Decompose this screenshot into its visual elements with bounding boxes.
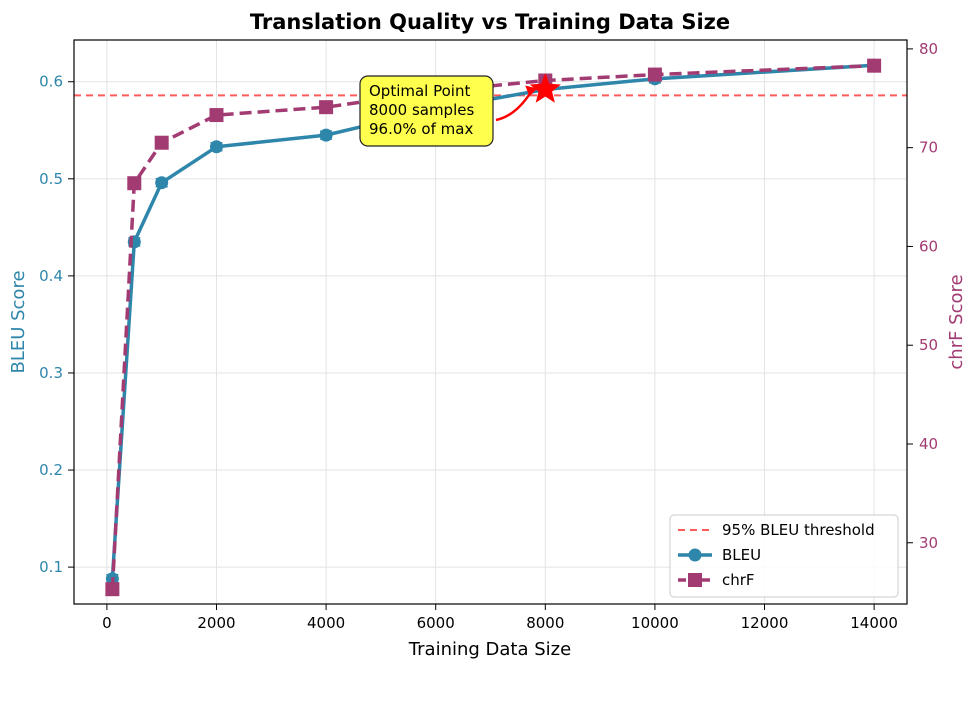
y-left-tick-label: 0.6 <box>39 73 63 91</box>
y-left-tick-label: 0.4 <box>39 267 63 285</box>
x-tick-label: 2000 <box>197 614 235 632</box>
y-right-tick-label: 80 <box>919 40 938 58</box>
plot-frame <box>73 39 908 605</box>
y-right-tick-label: 30 <box>919 534 938 552</box>
y-right-tick-label: 50 <box>919 336 938 354</box>
series-line-chrf <box>110 63 875 590</box>
y-right-axis-label: chrF Score <box>946 274 966 369</box>
legend-label: BLEU <box>722 546 761 564</box>
x-tick-label: 4000 <box>307 614 345 632</box>
annotation-text-line: 96.0% of max <box>369 120 473 138</box>
legend-box <box>669 514 899 598</box>
y-right-tick-label: 70 <box>919 139 938 157</box>
legend-swatch-chrf-marker <box>688 573 702 587</box>
y-right-tick-label: 40 <box>919 435 938 453</box>
y-left-tick-label: 0.5 <box>39 170 63 188</box>
legend-swatch-bleu-marker <box>688 548 702 562</box>
annotation-box <box>359 75 494 147</box>
y-right-tick-label: 60 <box>919 237 938 255</box>
x-tick-label: 14000 <box>850 614 898 632</box>
x-tick-label: 8000 <box>526 614 564 632</box>
optimal-point-marker <box>529 73 561 103</box>
data-point-chrf <box>867 58 882 73</box>
chart-title: Translation Quality vs Training Data Siz… <box>250 10 730 34</box>
annotation-text-line: 8000 samples <box>369 101 474 119</box>
x-tick-label: 0 <box>102 614 112 632</box>
y-right-axis-ticks: 30 40 50 60 70 80 <box>907 40 938 552</box>
data-point-chrf <box>154 135 169 150</box>
x-tick-label: 6000 <box>417 614 455 632</box>
y-left-tick-label: 0.3 <box>39 364 63 382</box>
data-point-chrf <box>127 176 142 191</box>
y-left-axis-ticks: 0.1 0.2 0.3 0.4 0.5 0.6 <box>39 73 74 576</box>
data-point-bleu <box>209 140 223 154</box>
data-point-chrf <box>209 108 224 123</box>
x-axis-label: Training Data Size <box>408 639 571 660</box>
data-point-chrf <box>319 100 334 115</box>
legend-label: 95% BLEU threshold <box>722 521 875 539</box>
annotation-arrow-head <box>525 85 538 97</box>
legend-label: chrF <box>722 571 755 589</box>
y-left-tick-label: 0.2 <box>39 461 63 479</box>
x-tick-label: 12000 <box>741 614 789 632</box>
x-tick-label: 10000 <box>631 614 679 632</box>
annotation-text-line: Optimal Point <box>369 82 470 100</box>
y-left-axis-label: BLEU Score <box>8 270 29 373</box>
x-axis-ticks: 0 2000 4000 6000 8000 10000 12000 14000 <box>102 604 898 632</box>
data-point-chrf <box>105 582 120 597</box>
data-point-bleu <box>155 176 169 190</box>
legend: 95% BLEU threshold BLEU chrF <box>669 514 899 598</box>
series-line-bleu <box>110 63 875 579</box>
data-point-chrf <box>647 67 662 82</box>
data-point-bleu <box>319 128 333 142</box>
annotation-arrow <box>495 90 533 122</box>
y-left-tick-label: 0.1 <box>39 558 63 576</box>
